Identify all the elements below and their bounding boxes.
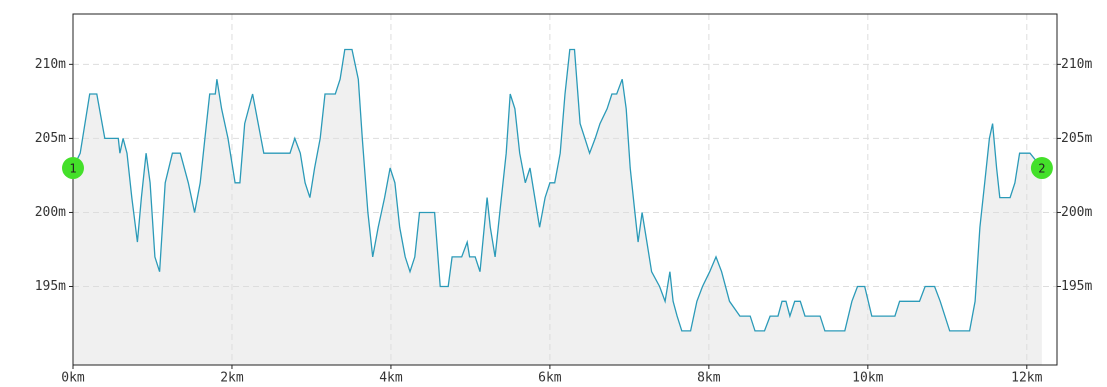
- x-tick-label: 8km: [697, 371, 721, 386]
- x-tick-label: 4km: [379, 371, 403, 386]
- y-tick-label: 205m: [35, 131, 66, 146]
- waypoint-marker: [62, 157, 84, 180]
- y-tick-label-right: 205m: [1061, 131, 1092, 146]
- y-tick-label: 195m: [35, 279, 66, 294]
- y-tick-label-right: 200m: [1061, 205, 1092, 220]
- waypoint-marker: [1030, 157, 1053, 180]
- x-tick-label: 12km: [1011, 371, 1042, 386]
- elevation-area: [73, 49, 1042, 365]
- x-tick-label: 0km: [61, 371, 85, 386]
- waypoint-label: 2: [1038, 162, 1045, 176]
- y-tick-label-right: 195m: [1061, 279, 1092, 294]
- y-tick-label-right: 210m: [1061, 57, 1092, 72]
- elevation-line: [72, 48, 1043, 332]
- y-tick-label: 200m: [35, 205, 66, 220]
- waypoint-label: 1: [69, 162, 76, 176]
- x-tick-label: 6km: [538, 371, 562, 386]
- x-tick-label: 2km: [220, 371, 244, 386]
- y-tick-label: 210m: [35, 57, 66, 72]
- x-tick-label: 10km: [852, 371, 883, 386]
- plot-frame: [72, 13, 1058, 366]
